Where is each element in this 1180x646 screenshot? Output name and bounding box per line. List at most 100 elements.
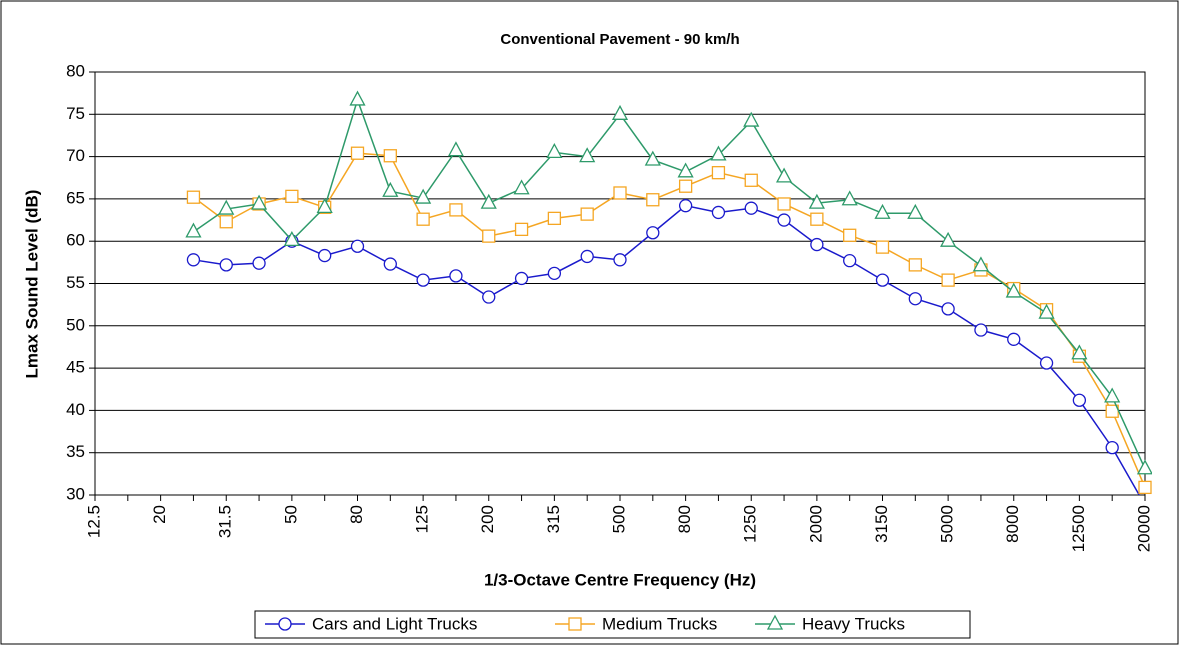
legend-label: Cars and Light Trucks	[312, 614, 477, 633]
marker	[1038, 303, 1055, 319]
marker	[513, 179, 530, 195]
x-tick-label: 2000	[806, 505, 825, 543]
chart-title: Conventional Pavement - 90 km/h	[500, 31, 739, 48]
y-tick-label: 40	[66, 400, 85, 419]
marker	[711, 205, 726, 220]
y-tick-label: 65	[66, 188, 85, 207]
marker	[646, 193, 660, 207]
marker	[514, 271, 529, 286]
marker	[383, 149, 397, 163]
marker	[775, 167, 793, 183]
marker	[677, 162, 694, 178]
x-tick-label: 3150	[872, 505, 891, 543]
marker	[613, 186, 627, 200]
y-tick-label: 30	[66, 484, 85, 503]
y-tick-label: 60	[66, 231, 85, 250]
marker	[810, 237, 824, 252]
marker	[941, 273, 955, 287]
marker	[579, 147, 596, 163]
marker	[843, 254, 857, 268]
marker	[547, 266, 562, 280]
y-tick-label: 55	[66, 273, 85, 292]
x-tick-label: 1250	[741, 505, 760, 543]
marker	[908, 292, 922, 306]
x-tick-label: 31.5	[216, 505, 235, 538]
marker	[1105, 440, 1119, 455]
marker	[613, 253, 627, 267]
marker	[941, 302, 955, 316]
x-axis-title: 1/3-Octave Centre Frequency (Hz)	[484, 570, 756, 589]
marker	[744, 173, 758, 187]
marker	[219, 258, 233, 272]
marker	[186, 190, 201, 204]
marker	[447, 141, 465, 157]
marker	[415, 188, 432, 204]
x-tick-label: 50	[281, 505, 300, 524]
marker	[1071, 344, 1088, 360]
x-tick-label: 315	[544, 505, 563, 533]
marker	[1104, 387, 1121, 403]
marker	[766, 614, 784, 630]
marker	[250, 194, 268, 210]
marker	[383, 257, 397, 271]
marker	[611, 104, 629, 120]
marker	[777, 197, 791, 211]
marker	[974, 323, 988, 337]
marker	[843, 228, 857, 242]
marker	[646, 226, 660, 240]
y-tick-label: 50	[66, 315, 85, 334]
marker	[875, 240, 890, 254]
x-tick-label: 20	[150, 505, 169, 524]
marker	[841, 190, 858, 206]
marker	[710, 145, 727, 161]
x-tick-label: 800	[675, 505, 694, 533]
marker	[777, 213, 791, 227]
marker	[547, 211, 562, 226]
x-tick-label: 500	[609, 505, 628, 533]
x-tick-label: 125	[413, 505, 432, 533]
marker	[1005, 282, 1022, 298]
marker	[318, 248, 332, 263]
marker	[744, 201, 758, 215]
legend-label: Heavy Trucks	[802, 614, 905, 633]
marker	[1136, 459, 1152, 475]
y-tick-label: 80	[66, 61, 85, 80]
marker	[808, 193, 825, 209]
y-tick-label: 35	[66, 442, 85, 461]
marker	[711, 166, 726, 180]
marker	[678, 199, 693, 213]
marker	[940, 231, 957, 247]
marker	[218, 199, 235, 215]
marker	[219, 215, 233, 229]
marker	[482, 229, 496, 243]
marker	[580, 249, 594, 264]
marker	[1072, 393, 1087, 407]
marker	[514, 222, 529, 237]
y-tick-label: 70	[66, 146, 85, 165]
marker	[416, 273, 430, 287]
marker	[568, 617, 582, 631]
y-axis-title: Lmax Sound Level (dB)	[22, 190, 41, 379]
marker	[252, 256, 266, 270]
y-tick-label: 45	[66, 358, 85, 377]
marker	[546, 142, 563, 159]
marker	[1007, 332, 1021, 346]
marker	[449, 269, 463, 283]
marker	[350, 239, 365, 253]
marker	[416, 212, 430, 226]
marker	[908, 258, 922, 272]
marker	[743, 111, 760, 127]
y-tick-label: 75	[66, 104, 85, 123]
marker	[874, 203, 891, 219]
marker	[285, 189, 299, 204]
marker	[482, 290, 496, 304]
marker	[349, 90, 366, 106]
marker	[185, 222, 202, 238]
marker	[1039, 356, 1054, 370]
marker	[875, 273, 890, 287]
legend-box	[254, 610, 971, 639]
x-tick-label: 5000	[938, 505, 957, 543]
marker	[972, 256, 990, 272]
x-tick-label: 12.5	[84, 505, 103, 538]
